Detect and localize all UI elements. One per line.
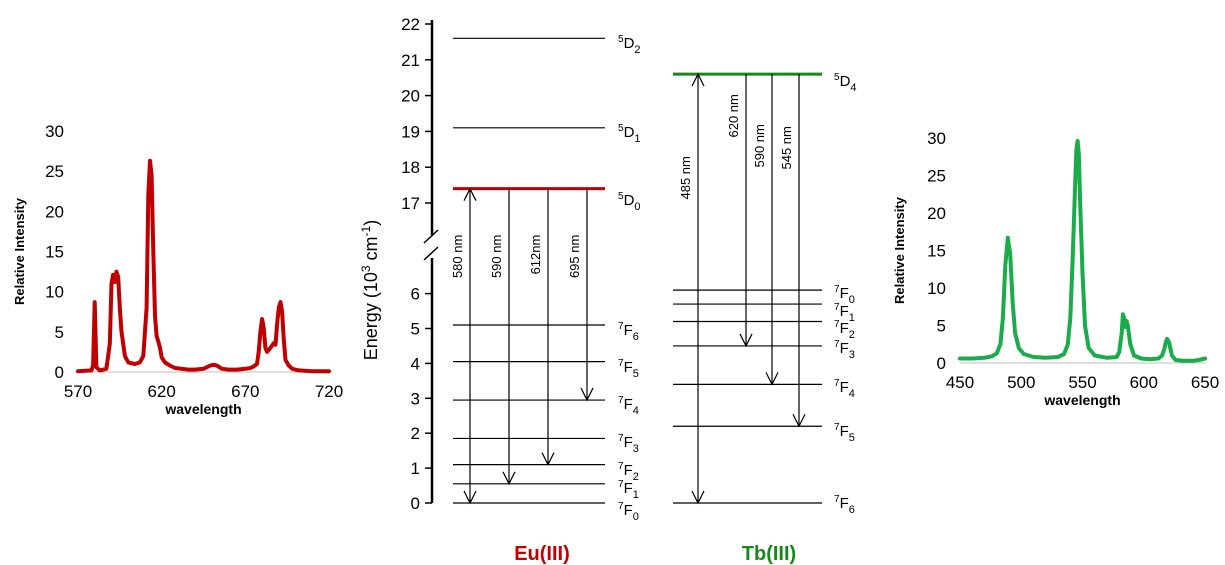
y-tick-label: 30 [45, 122, 64, 141]
energy-axis-title: Energy (103 cm-1) [359, 220, 381, 360]
ion-name-label: Tb(III) [742, 543, 796, 565]
arrow-head-up [463, 187, 477, 201]
transition-wavelength-label: 612nm [528, 235, 543, 275]
ion-name-label: Eu(III) [514, 543, 570, 565]
arrow-head-down [580, 387, 594, 402]
axis-break-mark [423, 246, 439, 261]
eu-emission-spectrum-chart: 0 5 10 15 20 25 30 570 620 670 720 wavelength Relati… [12, 122, 343, 417]
y-tick-label: 20 [927, 204, 946, 223]
transition-wavelength-label: 580 nm [450, 235, 465, 278]
spectrum-line [958, 139, 1207, 363]
energy-tick-label: 5 [411, 320, 420, 339]
x-axis-label: wavelength [164, 401, 241, 417]
y-axis-label: Relative Intensity [892, 196, 907, 304]
y-tick-label: 20 [45, 202, 64, 221]
x-tick-label: 450 [946, 373, 974, 392]
spectrum-line [76, 158, 331, 374]
level-label: 7F0 [834, 284, 855, 306]
energy-tick-label: 20 [401, 87, 420, 106]
level-label: 7F5 [834, 422, 855, 444]
level-label: 7F0 [618, 501, 639, 523]
arrow-head-down [765, 372, 779, 386]
transition-wavelength-label: 545 nm [779, 126, 794, 169]
y-tick-label: 25 [927, 167, 946, 186]
level-label: 5D4 [834, 72, 857, 94]
transition-wavelength-label: 590 nm [489, 235, 504, 278]
level-label: 7F6 [834, 494, 855, 516]
level-label: 7F3 [618, 433, 639, 455]
transition-wavelength-label: 620 nm [726, 94, 741, 137]
x-axis-label: wavelength [1043, 392, 1120, 408]
x-tick-label: 720 [315, 382, 343, 401]
level-label: 7F1 [618, 479, 639, 501]
level-label: 7F3 [834, 339, 855, 361]
y-tick-label: 25 [45, 162, 64, 181]
energy-tick-label: 22 [401, 15, 420, 34]
x-tick-label: 550 [1068, 373, 1096, 392]
y-tick-label: 30 [927, 129, 946, 148]
x-tick-label: 650 [1191, 373, 1219, 392]
energy-tick-label: 17 [401, 194, 420, 213]
arrow-head-down [691, 490, 705, 505]
transition-wavelength-label: 590 nm [752, 124, 767, 167]
energy-tick-label: 21 [401, 51, 420, 70]
x-tick-label: 500 [1007, 373, 1035, 392]
y-tick-label: 5 [55, 323, 64, 342]
arrow-head-down [541, 452, 555, 466]
x-tick-label: 670 [231, 382, 259, 401]
energy-tick-label: 6 [411, 285, 420, 304]
y-tick-label: 10 [927, 279, 946, 298]
transition-wavelength-label: 695 nm [567, 235, 582, 278]
y-tick-label: 10 [45, 283, 64, 302]
tb-emission-spectrum-chart: 0 5 10 15 20 25 30 450 500 550 600 650 wavelength Rel… [892, 129, 1219, 408]
energy-tick-label: 0 [411, 494, 420, 513]
arrow-head-down [792, 413, 806, 428]
transition-wavelength-label: 485 nm [678, 156, 693, 199]
arrow-head-down [502, 471, 516, 486]
level-label: 5D0 [618, 191, 641, 213]
y-tick-label: 15 [927, 242, 946, 261]
x-tick-label: 600 [1130, 373, 1158, 392]
level-label: 5D1 [618, 123, 641, 145]
arrow-head-down [739, 333, 753, 348]
energy-tick-label: 18 [401, 158, 420, 177]
level-label: 5D2 [618, 34, 641, 56]
level-label: 7F2 [618, 461, 639, 483]
level-label: 7F4 [618, 395, 639, 417]
x-tick-label: 570 [64, 382, 92, 401]
level-label: 7F6 [618, 321, 639, 343]
y-tick-label: 0 [937, 354, 946, 373]
energy-tick-label: 1 [411, 459, 420, 478]
energy-tick-label: 2 [411, 424, 420, 443]
level-label: 7F4 [834, 378, 855, 400]
x-tick-label: 620 [147, 382, 175, 401]
axis-break-mark [423, 229, 439, 244]
y-tick-label: 5 [937, 317, 946, 336]
level-label: 7F2 [834, 319, 855, 341]
energy-tick-label: 4 [411, 354, 420, 373]
arrow-head-down [463, 490, 477, 505]
energy-tick-label: 19 [401, 122, 420, 141]
arrow-head-up [691, 72, 705, 87]
energy-tick-label: 3 [411, 389, 420, 408]
level-label: 7F1 [834, 302, 855, 324]
y-axis-label: Relative Intensity [12, 197, 27, 305]
y-tick-label: 0 [55, 363, 64, 382]
level-label: 7F5 [618, 358, 639, 380]
y-tick-label: 15 [45, 243, 64, 262]
